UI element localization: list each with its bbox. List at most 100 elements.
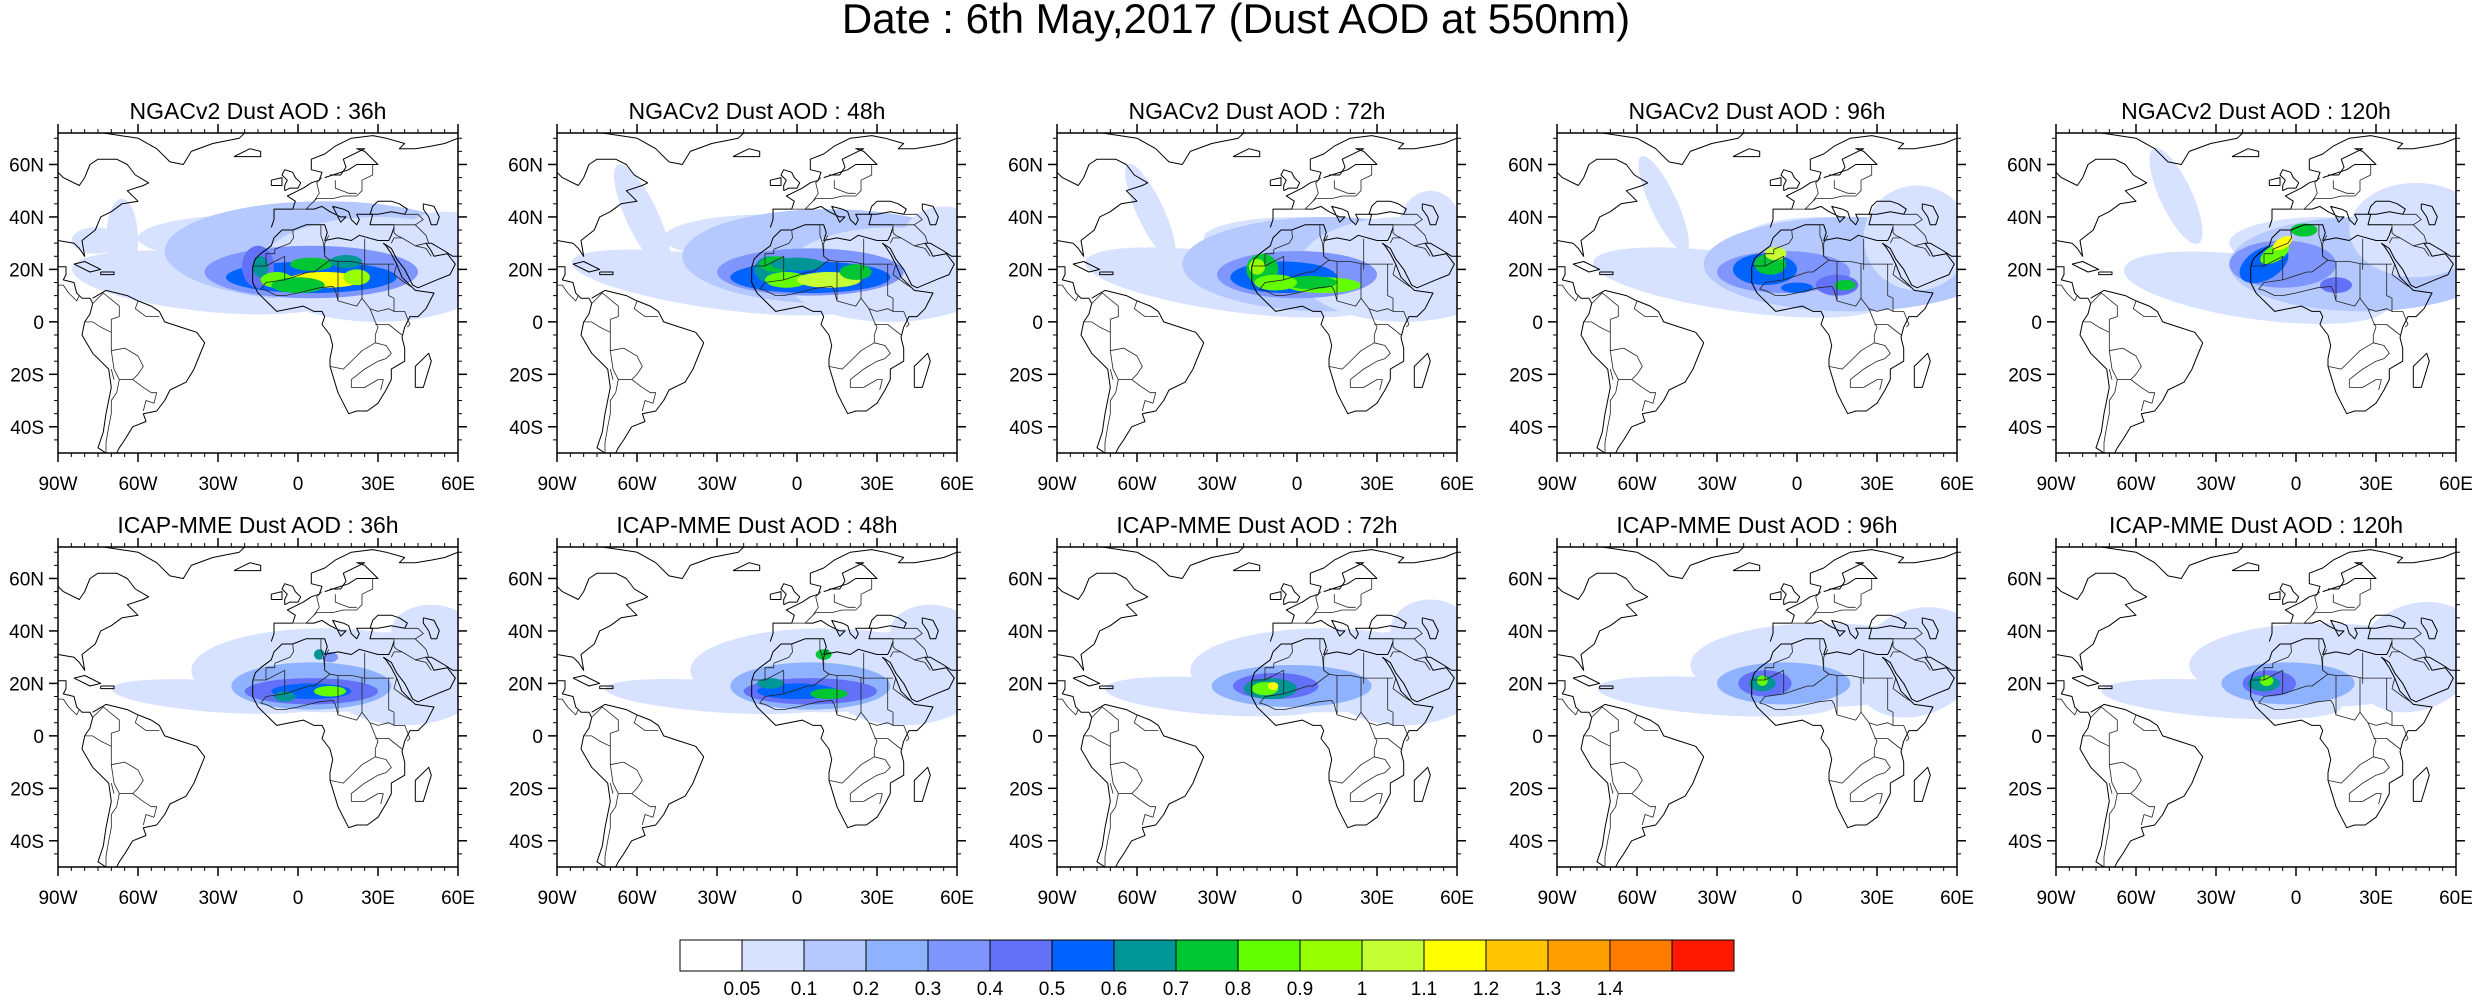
colorbar-swatch	[1671, 939, 1735, 972]
lon-tick-label: 30E	[1860, 888, 1894, 909]
coastline	[1921, 203, 1939, 226]
coastline	[1269, 135, 1457, 228]
map-content	[58, 133, 458, 453]
lon-tick-label: 60E	[1440, 474, 1474, 495]
country-border	[390, 237, 402, 244]
country-border	[1759, 261, 1838, 302]
coastline	[2268, 177, 2281, 186]
coastline	[751, 656, 934, 829]
coastline	[1057, 158, 1149, 257]
colorbar-swatch	[1299, 939, 1363, 972]
country-border	[1392, 678, 1412, 703]
country-border	[828, 722, 878, 784]
country-border	[557, 284, 579, 302]
lon-tick-label: 30W	[1697, 474, 1736, 495]
lat-tick-label: 0	[33, 313, 44, 334]
coastline	[868, 614, 907, 629]
colorbar-swatch	[741, 939, 805, 972]
country-border	[1374, 324, 1402, 336]
colorbar-label: 1	[1357, 979, 1368, 995]
country-border	[892, 224, 926, 247]
country-border	[110, 369, 115, 380]
lon-tick-label: 60W	[1617, 474, 1656, 495]
country-border	[415, 245, 432, 257]
coastline	[1102, 547, 1245, 579]
coastline	[252, 242, 435, 415]
colorbar-swatch	[679, 939, 743, 972]
lon-tick-label: 30W	[697, 474, 736, 495]
country-border	[292, 164, 374, 210]
country-border	[313, 177, 323, 202]
lat-tick-label: 0	[1532, 727, 1543, 748]
panel-title: NGACv2 Dust AOD : 96h	[1629, 98, 1886, 124]
country-border	[1893, 627, 1923, 640]
country-border	[2392, 310, 2409, 328]
country-border	[583, 706, 619, 747]
colorbar-label: 0.2	[853, 979, 879, 995]
lon-tick-label: 60E	[1940, 474, 1974, 495]
country-border	[1633, 714, 1659, 732]
colorbar-label: 0.4	[977, 979, 1004, 995]
country-border	[1812, 177, 1822, 202]
country-border	[773, 229, 793, 250]
country-border	[394, 627, 424, 640]
country-border	[1889, 651, 1901, 658]
country-border	[1264, 255, 1330, 281]
lat-tick-label: 20N	[2007, 674, 2042, 695]
coastline	[422, 203, 440, 226]
colorbar-label: 1.1	[1411, 979, 1437, 995]
country-border	[914, 659, 931, 671]
country-border	[2290, 578, 2372, 624]
lon-tick-label: 30W	[2196, 888, 2235, 909]
lat-tick-label: 40N	[508, 622, 543, 643]
country-border	[849, 342, 891, 391]
dust-aod-field	[1267, 682, 1279, 690]
map-frame	[57, 546, 459, 868]
lon-tick-label: 60E	[940, 474, 974, 495]
country-border	[1609, 369, 1614, 380]
lon-tick-label: 60W	[2116, 474, 2155, 495]
coastline	[1769, 591, 1782, 600]
country-border	[1349, 342, 1391, 391]
coastline	[1557, 572, 1649, 671]
country-border	[2335, 678, 2393, 726]
coastline	[1099, 685, 1114, 690]
lat-tick-label: 60N	[508, 155, 543, 176]
map-content	[557, 547, 957, 867]
panel-title: ICAP-MME Dust AOD : 120h	[2109, 512, 2403, 538]
lon-tick-label: 60E	[2439, 474, 2472, 495]
country-border	[1893, 213, 1923, 226]
lon-tick-label: 0	[1792, 474, 1803, 495]
country-border	[394, 724, 411, 742]
map-frame	[57, 132, 459, 454]
coastline	[1305, 619, 1393, 640]
coastline	[599, 271, 614, 276]
country-border	[1083, 706, 1119, 747]
country-border	[2413, 224, 2428, 244]
coastline	[2412, 352, 2430, 388]
coastline	[1591, 289, 1705, 453]
country-border	[1312, 177, 1322, 202]
colorbar-label: 0.3	[915, 979, 941, 995]
country-border	[791, 164, 873, 210]
coastline	[868, 200, 907, 215]
colorbar-swatch	[1485, 939, 1549, 972]
colorbar-swatch	[1051, 939, 1115, 972]
country-border	[759, 261, 838, 302]
country-border	[604, 764, 619, 867]
colorbar-swatch	[1609, 939, 1673, 972]
coastline	[2322, 148, 2377, 179]
country-border	[415, 659, 432, 671]
coastline	[58, 158, 150, 257]
country-border	[1333, 180, 1356, 194]
country-border	[2332, 594, 2355, 608]
country-border	[1604, 764, 1619, 867]
lat-tick-label: 20S	[10, 779, 44, 800]
country-border	[1823, 235, 1865, 270]
coastline	[252, 656, 435, 829]
dust-aod-field	[290, 257, 333, 271]
country-border	[350, 342, 392, 391]
country-border	[134, 300, 160, 318]
